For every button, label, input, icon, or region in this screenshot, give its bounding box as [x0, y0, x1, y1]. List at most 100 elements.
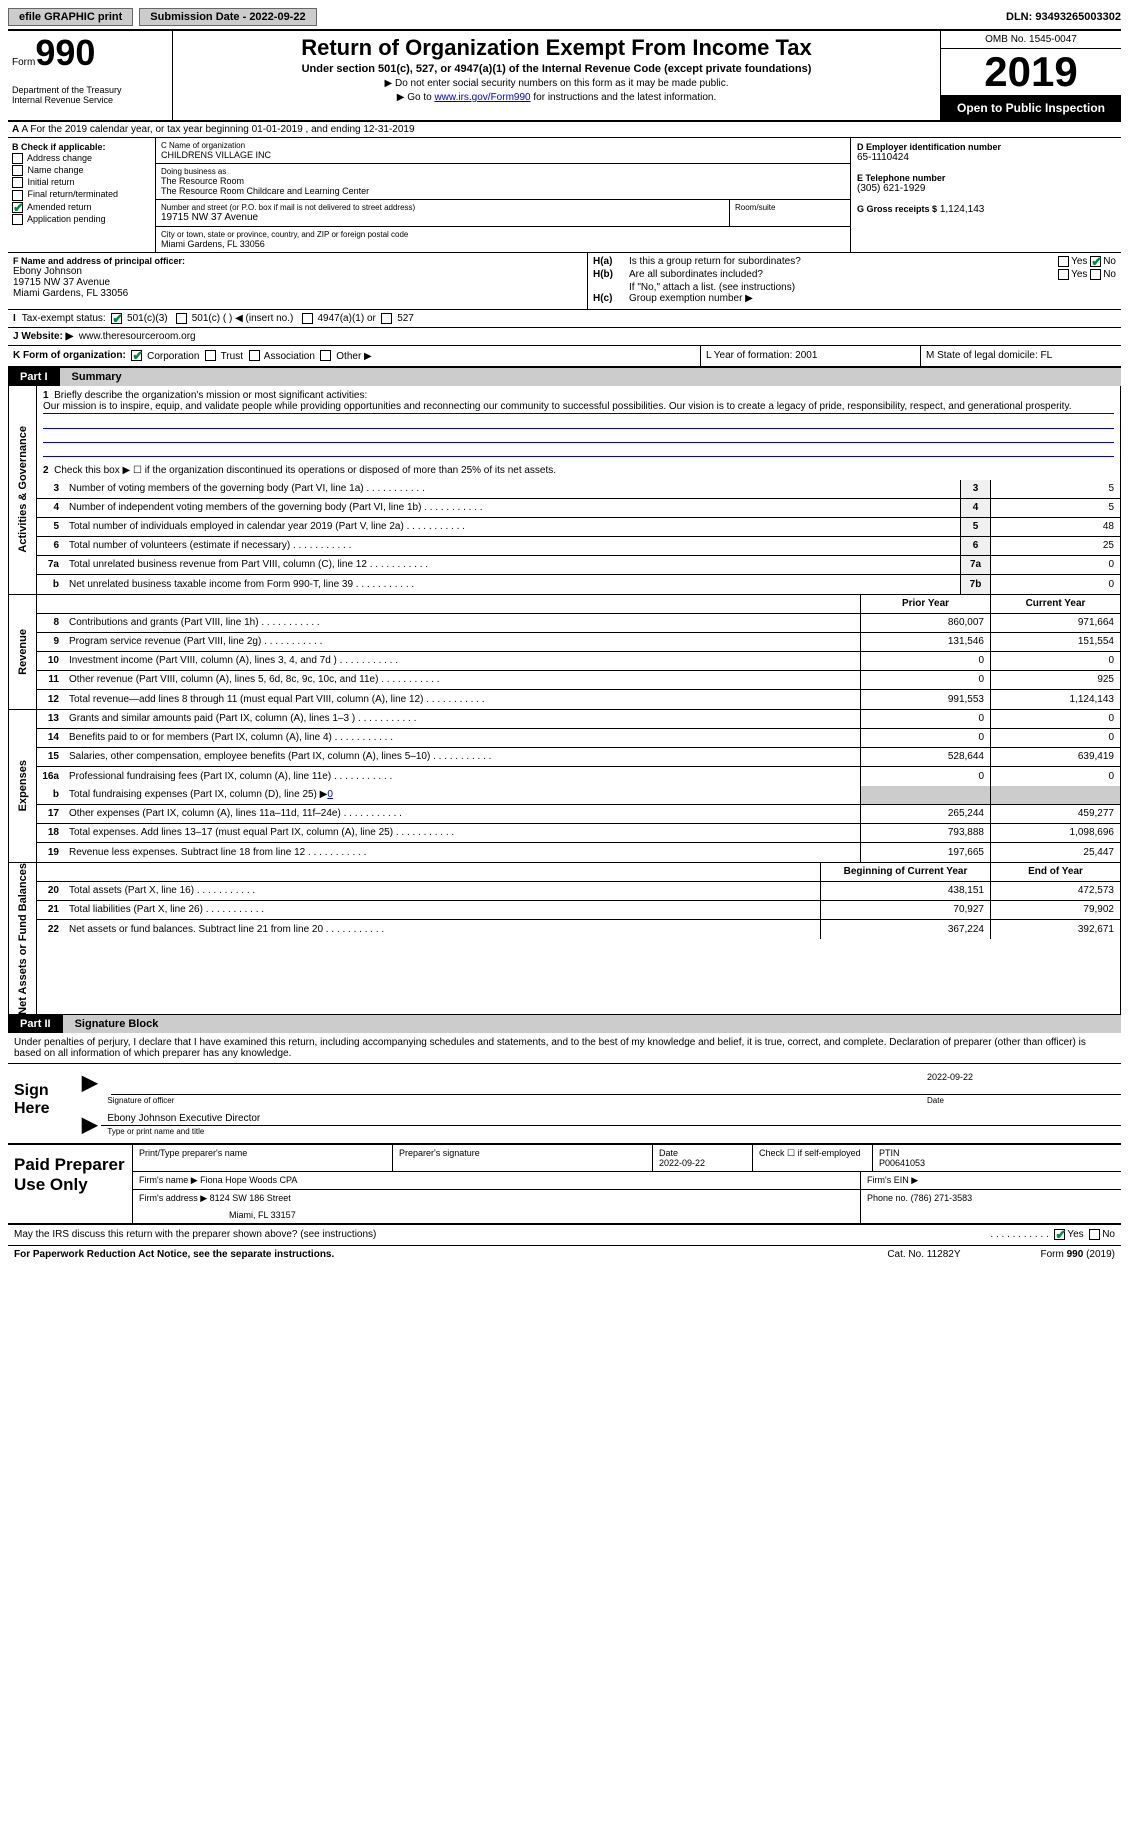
line-22: 22 Net assets or fund balances. Subtract…	[37, 920, 1120, 939]
cb-527[interactable]: 527	[381, 313, 413, 324]
part1-rev: Revenue Prior Year Current Year 8 Contri…	[8, 595, 1121, 710]
firm-phone: (786) 271-3583	[911, 1193, 973, 1203]
prep-col3: Date2022-09-22	[653, 1145, 753, 1171]
i-label: I	[13, 313, 16, 324]
sig-date-cell: 2022-09-22	[921, 1070, 1121, 1094]
prep-row-3: Firm's address ▶ 8124 SW 186 Street Miam…	[133, 1190, 1121, 1223]
dba-label: Doing business as	[161, 167, 845, 176]
page-title: Return of Organization Exempt From Incom…	[177, 35, 936, 61]
cb-initial[interactable]: Initial return	[12, 177, 151, 188]
arrow-icon: ▶	[78, 1112, 101, 1137]
line-19: 19 Revenue less expenses. Subtract line …	[37, 843, 1120, 862]
hc-text: Group exemption number ▶	[629, 293, 1116, 304]
sig-name: Ebony Johnson Executive Director	[101, 1112, 1121, 1126]
line-20: 20 Total assets (Part X, line 16) 438,15…	[37, 882, 1120, 901]
line16b-shaded2	[990, 786, 1120, 804]
part1-net: Net Assets or Fund Balances Beginning of…	[8, 863, 1121, 1016]
prep-col4[interactable]: Check ☐ if self-employed	[753, 1145, 873, 1171]
rev-lines: 8 Contributions and grants (Part VIII, l…	[37, 614, 1120, 709]
row-a: A A For the 2019 calendar year, or tax y…	[8, 122, 1121, 138]
footer: For Paperwork Reduction Act Notice, see …	[8, 1246, 1121, 1263]
hc-row: H(c) Group exemption number ▶	[593, 293, 1116, 304]
col-b-header: B Check if applicable:	[12, 142, 151, 152]
fundraising-link[interactable]: 0	[327, 789, 333, 800]
cb-final[interactable]: Final return/terminated	[12, 189, 151, 200]
cb-501c3[interactable]: 501(c)(3)	[111, 313, 167, 324]
addr-label: Number and street (or P.O. box if mail i…	[161, 203, 724, 212]
part1-tab: Part I	[8, 368, 60, 386]
header-center: Return of Organization Exempt From Incom…	[173, 31, 941, 120]
gross-label: G Gross receipts $	[857, 204, 937, 214]
footer-left: For Paperwork Reduction Act Notice, see …	[14, 1249, 887, 1260]
discuss-row: May the IRS discuss this return with the…	[8, 1225, 1121, 1245]
line-9: 9 Program service revenue (Part VIII, li…	[37, 633, 1120, 652]
cb-501c[interactable]: 501(c) ( ) ◀ (insert no.)	[176, 313, 293, 324]
submission-button[interactable]: Submission Date - 2022-09-22	[139, 8, 316, 26]
dept-text: Department of the TreasuryInternal Reven…	[12, 85, 168, 105]
ha-row: H(a) Is this a group return for subordin…	[593, 256, 1116, 267]
hb-note: If "No," attach a list. (see instruction…	[593, 282, 1116, 293]
hc-label: H(c)	[593, 293, 629, 304]
efile-button[interactable]: efile GRAPHIC print	[8, 8, 133, 26]
addr-value: 19715 NW 37 Avenue	[161, 212, 724, 223]
firm-phone-cell: Phone no. (786) 271-3583	[861, 1190, 1121, 1223]
line-17: 17 Other expenses (Part IX, column (A), …	[37, 805, 1120, 824]
ein-block: D Employer identification number 65-1110…	[857, 142, 1115, 163]
irs-link[interactable]: www.irs.gov/Form990	[434, 92, 530, 103]
firm-addr-cell: Firm's address ▶ 8124 SW 186 Street Miam…	[133, 1190, 861, 1223]
prior-header: Prior Year	[860, 595, 990, 613]
sig-row-1: 2022-09-22	[111, 1070, 1121, 1095]
hb-row: H(b) Are all subordinates included? Yes …	[593, 269, 1116, 280]
line-10: 10 Investment income (Part VIII, column …	[37, 652, 1120, 671]
officer-addr1: 19715 NW 37 Avenue	[13, 277, 582, 288]
firm-ein: Firm's EIN ▶	[861, 1172, 1121, 1189]
cb-name[interactable]: Name change	[12, 165, 151, 176]
cb-amended[interactable]: Amended return	[12, 202, 151, 213]
sig-officer	[111, 1070, 921, 1094]
cb-other[interactable]: Other ▶	[320, 351, 371, 362]
line1-num: 1	[43, 390, 49, 401]
mission-block: 1 Briefly describe the organization's mi…	[37, 386, 1120, 461]
part2-text: Under penalties of perjury, I declare th…	[8, 1033, 1121, 1064]
line2-text: Check this box ▶ ☐ if the organization d…	[54, 465, 556, 476]
line-13: 13 Grants and similar amounts paid (Part…	[37, 710, 1120, 729]
part2-tab: Part II	[8, 1015, 63, 1033]
cb-4947[interactable]: 4947(a)(1) or	[302, 313, 376, 324]
instruction-2: ▶ Go to www.irs.gov/Form990 for instruct…	[177, 92, 936, 103]
gov-sidebar: Activities & Governance	[9, 386, 37, 594]
col-d: D Employer identification number 65-1110…	[851, 138, 1121, 252]
line-18: 18 Total expenses. Add lines 13–17 (must…	[37, 824, 1120, 843]
j-label: J	[13, 331, 19, 342]
rule	[43, 429, 1114, 443]
org-name: CHILDRENS VILLAGE INC	[161, 150, 845, 160]
cb-pending[interactable]: Application pending	[12, 214, 151, 225]
col-b: B Check if applicable: Address change Na…	[8, 138, 156, 252]
subtitle: Under section 501(c), 527, or 4947(a)(1)…	[177, 63, 936, 75]
inspection-label: Open to Public Inspection	[941, 96, 1121, 120]
tel-label: E Telephone number	[857, 173, 1115, 183]
discuss-checks[interactable]: Yes No	[1049, 1229, 1115, 1240]
gross-block: G Gross receipts $ 1,124,143	[857, 204, 1115, 215]
preparer-section: Paid Preparer Use Only Print/Type prepar…	[8, 1145, 1121, 1225]
hb-checks[interactable]: Yes No	[1058, 269, 1116, 280]
cb-trust[interactable]: Trust	[205, 351, 243, 362]
ha-checks[interactable]: Yes No	[1058, 256, 1116, 267]
firm-name-cell: Firm's name ▶ Fiona Hope Woods CPA	[133, 1172, 861, 1189]
cb-address[interactable]: Address change	[12, 153, 151, 164]
part1-exp: Expenses 13 Grants and similar amounts p…	[8, 710, 1121, 863]
prep-col5: PTINP00641053	[873, 1145, 1121, 1171]
officer-name: Ebony Johnson	[13, 266, 582, 277]
hb-text: Are all subordinates included?	[629, 269, 1058, 280]
tel-block: E Telephone number (305) 621-1929	[857, 173, 1115, 194]
line1-label: Briefly describe the organization's miss…	[54, 390, 367, 401]
officer-addr2: Miami Gardens, FL 33056	[13, 288, 582, 299]
k-cell: K Form of organization: Corporation Trus…	[8, 346, 701, 365]
header-left: Form990 Department of the TreasuryIntern…	[8, 31, 173, 120]
rev-sidebar: Revenue	[9, 595, 37, 709]
sig-date-label: Date	[921, 1095, 1121, 1106]
cb-assoc[interactable]: Association	[249, 351, 315, 362]
prep-content: Print/Type preparer's name Preparer's si…	[133, 1145, 1121, 1223]
cb-corp[interactable]: Corporation	[131, 351, 199, 362]
line-21: 21 Total liabilities (Part X, line 26) 7…	[37, 901, 1120, 920]
begin-header: Beginning of Current Year	[820, 863, 990, 881]
